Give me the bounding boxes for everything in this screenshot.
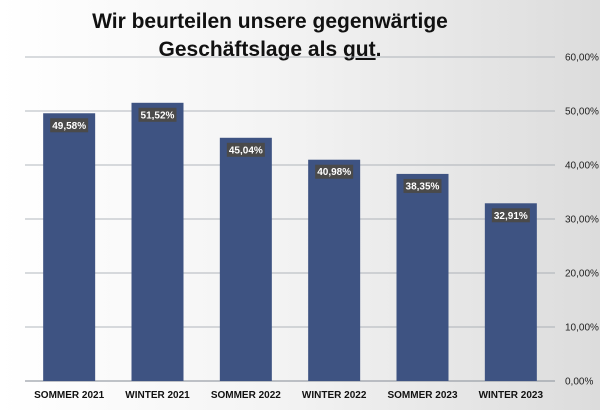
data-label: 51,52% [141, 110, 175, 121]
bar [308, 159, 361, 381]
y-tick-label: 60,00% [565, 53, 599, 64]
data-label: 38,35% [406, 181, 440, 192]
title-line-2-prefix: Geschäftslage als [158, 38, 343, 61]
y-tick-label: 30,00% [565, 215, 599, 226]
data-label-bg [403, 178, 442, 193]
data-label: 40,98% [317, 167, 351, 178]
data-label: 45,04% [229, 145, 263, 156]
data-label: 32,91% [494, 211, 528, 222]
bar [131, 102, 184, 382]
data-label-bg [50, 118, 89, 133]
title-emphasis: gut [342, 38, 376, 61]
x-category-label: SOMMER 2021 [34, 390, 104, 401]
y-tick-label: 10,00% [565, 323, 599, 334]
title-line-2: Geschäftslage als gut. [0, 36, 540, 64]
x-category-label: SOMMER 2022 [211, 390, 281, 401]
x-category-label: WINTER 2021 [125, 390, 190, 401]
data-label-bg [226, 142, 265, 157]
data-label-bg [491, 208, 530, 223]
bar [484, 203, 537, 381]
y-tick-label: 40,00% [565, 161, 599, 172]
y-tick-label: 50,00% [565, 107, 599, 118]
bar [396, 173, 449, 381]
bar [43, 113, 96, 381]
title-line-2-suffix: . [375, 38, 382, 61]
x-category-label: WINTER 2023 [479, 390, 544, 401]
bar [219, 137, 272, 381]
data-label: 49,58% [52, 121, 86, 132]
data-label-bg [138, 107, 177, 122]
title-line-1: Wir beurteilen unsere gegenwärtige [92, 10, 448, 33]
x-category-label: SOMMER 2023 [387, 390, 457, 401]
x-category-label: WINTER 2022 [302, 390, 367, 401]
chart-title: Wir beurteilen unsere gegenwärtige Gesch… [0, 8, 540, 64]
y-tick-label: 20,00% [565, 269, 599, 280]
y-tick-label: 0,00% [565, 377, 593, 388]
data-label-bg [315, 164, 354, 179]
